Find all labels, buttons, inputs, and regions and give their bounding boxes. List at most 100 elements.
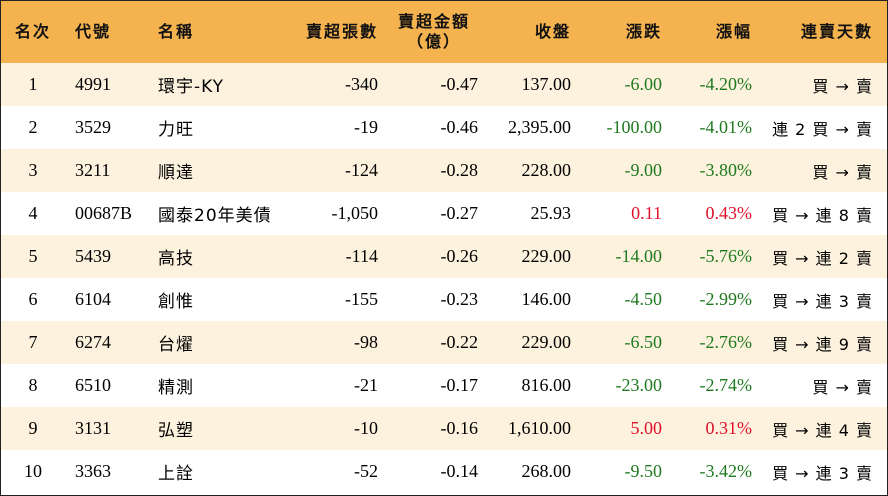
close-price-cell: 1,610.00 [508, 418, 571, 438]
close-price-cell: 816.00 [521, 375, 572, 395]
price-change-cell: -9.00 [624, 160, 663, 180]
rank-cell: 8 [28, 375, 38, 395]
consecutive-sell-days-cell: 買 → 賣 [812, 377, 873, 397]
consecutive-sell-days-cell: 連 2 買 → 賣 [772, 119, 873, 139]
price-change-cell: -23.00 [615, 375, 663, 395]
table-row: 2 3529 力旺 -19 -0.46 2,395.00 -100.00 -4.01% 連 2 … [1, 106, 887, 149]
header-rank: 名次 [14, 22, 51, 41]
rank-cell: 10 [24, 461, 42, 481]
sell-lots-cell: -52 [354, 461, 378, 481]
price-change-cell: -4.50 [624, 289, 663, 309]
percent-change-cell: -3.42% [699, 461, 753, 481]
percent-change-cell: -2.76% [699, 332, 753, 352]
table-row: 3 3211 順達 -124 -0.28 228.00 -9.00 -3.80% 買 → 賣 [1, 149, 887, 192]
stock-code-cell: 3529 [75, 117, 111, 137]
percent-change-cell: 0.31% [705, 418, 753, 438]
percent-change-cell: -2.99% [699, 289, 753, 309]
stock-name-cell: 力旺 [158, 120, 194, 140]
sell-amount-cell: -0.16 [440, 418, 479, 438]
stock-code-cell: 00687B [75, 203, 133, 223]
close-price-cell: 229.00 [521, 246, 572, 266]
rank-cell: 2 [28, 117, 38, 137]
sell-lots-cell: -10 [354, 418, 378, 438]
header-change: 漲跌 [625, 22, 662, 41]
percent-change-cell: -4.01% [699, 117, 753, 137]
percent-change-cell: -2.74% [699, 375, 753, 395]
header-sell-amount-line2: （億） [406, 32, 461, 51]
sell-amount-cell: -0.26 [440, 246, 479, 266]
table-row: 1 4991 環宇-KY -340 -0.47 137.00 -6.00 -4.20% 買 → … [1, 63, 887, 106]
consecutive-sell-days-cell: 買 → 賣 [812, 76, 873, 96]
price-change-cell: -9.50 [624, 461, 663, 481]
header-name: 名稱 [158, 22, 195, 41]
sell-lots-cell: -1,050 [331, 203, 379, 223]
sell-lots-cell: -21 [354, 375, 378, 395]
close-price-cell: 137.00 [521, 74, 572, 94]
stock-name-cell: 國泰20年美債 [158, 206, 272, 226]
sell-amount-cell: -0.27 [440, 203, 479, 223]
price-change-cell: 0.11 [631, 203, 662, 223]
percent-change-cell: -5.76% [699, 246, 753, 266]
price-change-cell: -14.00 [615, 246, 663, 266]
table-row: 4 00687B 國泰20年美債 -1,050 -0.27 25.93 0.11 0.43% 買… [1, 192, 887, 235]
header-days: 連賣天數 [800, 22, 873, 41]
close-price-cell: 25.93 [530, 203, 572, 223]
stock-code-cell: 5439 [75, 246, 111, 266]
stock-name-cell: 順達 [158, 163, 194, 183]
stock-code-cell: 3211 [75, 160, 111, 180]
rank-cell: 4 [28, 203, 38, 223]
percent-change-cell: 0.43% [705, 203, 753, 223]
price-change-cell: -100.00 [606, 117, 663, 137]
rank-cell: 9 [28, 418, 38, 438]
header-pct: 漲幅 [715, 22, 752, 41]
rank-cell: 1 [28, 74, 38, 94]
sell-amount-cell: -0.47 [440, 74, 479, 94]
close-price-cell: 2,395.00 [508, 117, 571, 137]
consecutive-sell-days-cell: 買 → 連 2 賣 [772, 248, 873, 268]
header-row: 名次 代號 名稱 賣超張數 賣超金額 （億） 收盤 漲跌 漲幅 連賣天數 [1, 1, 887, 63]
stock-name-cell: 高技 [158, 249, 194, 269]
table-body: 1 4991 環宇-KY -340 -0.47 137.00 -6.00 -4.20% 買 → … [1, 63, 887, 493]
sell-lots-cell: -340 [345, 74, 378, 94]
stock-name-cell: 精測 [158, 378, 194, 398]
consecutive-sell-days-cell: 買 → 賣 [812, 162, 873, 182]
rank-cell: 3 [28, 160, 38, 180]
price-change-cell: -6.50 [624, 332, 663, 352]
sell-amount-cell: -0.23 [440, 289, 479, 309]
stock-name-cell: 台燿 [158, 335, 194, 355]
price-change-cell: -6.00 [624, 74, 663, 94]
consecutive-sell-days-cell: 買 → 連 3 賣 [772, 463, 873, 483]
sell-lots-cell: -98 [354, 332, 378, 352]
stock-code-cell: 3363 [75, 461, 111, 481]
consecutive-sell-days-cell: 買 → 連 4 賣 [772, 420, 873, 440]
percent-change-cell: -4.20% [699, 74, 753, 94]
stock-code-cell: 6510 [75, 375, 111, 395]
table-row: 7 6274 台燿 -98 -0.22 229.00 -6.50 -2.76% 買 → 連 9 … [1, 321, 887, 364]
table-header: 名次 代號 名稱 賣超張數 賣超金額 （億） 收盤 漲跌 漲幅 連賣天數 [1, 1, 887, 63]
close-price-cell: 146.00 [521, 289, 572, 309]
sell-amount-cell: -0.22 [440, 332, 479, 352]
rank-cell: 6 [28, 289, 38, 309]
sell-amount-cell: -0.46 [440, 117, 479, 137]
stock-name-cell: 創惟 [158, 292, 194, 312]
header-code: 代號 [75, 22, 112, 41]
table-row: 9 3131 弘塑 -10 -0.16 1,610.00 5.00 0.31% 買 → 連 4 … [1, 407, 887, 450]
header-sell-lots: 賣超張數 [305, 22, 378, 41]
header-sell-amount: 賣超金額 （億） [384, 1, 484, 63]
sell-lots-cell: -155 [345, 289, 378, 309]
stock-name-cell: 環宇-KY [158, 77, 225, 97]
table-row: 5 5439 高技 -114 -0.26 229.00 -14.00 -5.76% 買 → 連 … [1, 235, 887, 278]
price-change-cell: 5.00 [630, 418, 663, 438]
sell-amount-cell: -0.28 [440, 160, 479, 180]
header-close: 收盤 [534, 22, 571, 41]
sell-lots-cell: -124 [345, 160, 378, 180]
header-sell-amount-line1: 賣超金額 [397, 12, 470, 31]
stock-code-cell: 6104 [75, 289, 111, 309]
rank-cell: 5 [28, 246, 38, 266]
table-row: 6 6104 創惟 -155 -0.23 146.00 -4.50 -2.99% 買 → 連 3… [1, 278, 887, 321]
table-row: 8 6510 精測 -21 -0.17 816.00 -23.00 -2.74% 買 → 賣 [1, 364, 887, 407]
close-price-cell: 229.00 [521, 332, 572, 352]
stock-code-cell: 4991 [75, 74, 111, 94]
